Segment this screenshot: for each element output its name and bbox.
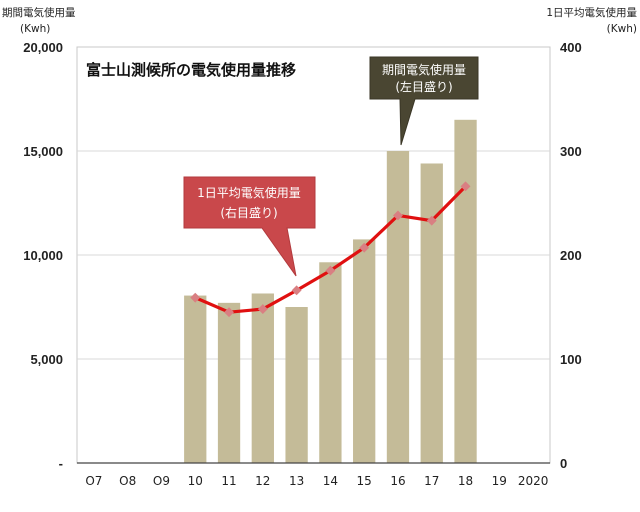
- line-point: [460, 181, 471, 192]
- bar: [319, 262, 342, 463]
- bar: [454, 119, 477, 464]
- callout-period-usage-line1: 期間電気使用量: [382, 62, 466, 77]
- x-tick-label: 18: [458, 474, 473, 488]
- left-axis-title-line2: (Kwh): [20, 23, 50, 35]
- line-point: [426, 215, 437, 226]
- bar: [386, 151, 410, 463]
- x-tick-label: 15: [357, 474, 372, 488]
- x-tick-label: 13: [289, 474, 304, 488]
- callout-daily-average-line2: (右目盛り): [220, 205, 277, 220]
- line-point: [224, 307, 234, 318]
- right-tick-label: 100: [560, 352, 582, 367]
- right-axis-title-line1: 1日平均電気使用量: [546, 6, 637, 19]
- bar: [217, 302, 241, 463]
- right-tick-label: 200: [560, 248, 582, 263]
- bar: [251, 293, 274, 463]
- right-tick-label: 0: [560, 456, 567, 471]
- line-point: [257, 304, 268, 315]
- right-tick-label: 300: [560, 144, 582, 159]
- callout-daily-average: 1日平均電気使用量 (右目盛り): [183, 176, 316, 277]
- x-tick-label: 16: [390, 474, 405, 488]
- x-tick-label: 11: [221, 474, 236, 488]
- line-point: [190, 292, 201, 303]
- left-tick-label: 20,000: [23, 40, 63, 55]
- bar: [420, 163, 443, 464]
- line-point: [291, 285, 302, 296]
- x-tick-label: 14: [323, 474, 338, 488]
- left-tick-label: 15,000: [23, 144, 63, 159]
- left-tick-label: 10,000: [23, 248, 63, 263]
- x-tick-label: 17: [424, 474, 439, 488]
- callout-daily-average-box: [183, 176, 316, 277]
- daily-average-line: [190, 181, 471, 318]
- bars: [184, 119, 477, 464]
- left-tick-label: 5,000: [30, 352, 63, 367]
- line-point: [359, 242, 370, 253]
- x-tick-label: 10: [188, 474, 203, 488]
- callout-period-usage: 期間電気使用量 (左目盛り): [369, 56, 479, 146]
- line-point: [325, 265, 336, 276]
- left-tick-label: -: [59, 456, 63, 471]
- callout-daily-average-line1: 1日平均電気使用量: [197, 185, 301, 200]
- x-tick-label: 19: [492, 474, 507, 488]
- callout-period-usage-line2: (左目盛り): [395, 79, 452, 94]
- right-axis-title-line2: (Kwh): [607, 23, 637, 35]
- left-axis-title-line1: 期間電気使用量: [2, 6, 76, 19]
- x-tick-label: 12: [255, 474, 270, 488]
- x-tick-label: 2020: [518, 474, 549, 488]
- line-point: [393, 210, 403, 221]
- callout-period-usage-box: [369, 56, 479, 146]
- bar: [184, 295, 207, 463]
- axes: - 0 5,000 100 10,000 200 15,000 300 20,000 400 O7 O…: [23, 40, 581, 488]
- right-tick-label: 400: [560, 40, 582, 55]
- x-tick-label: O9: [153, 474, 170, 488]
- bar: [285, 307, 308, 463]
- chart-title: 富士山測候所の電気使用量推移: [86, 61, 296, 79]
- x-tick-label: O7: [85, 474, 102, 488]
- bar: [353, 239, 376, 463]
- x-tick-label: O8: [119, 474, 136, 488]
